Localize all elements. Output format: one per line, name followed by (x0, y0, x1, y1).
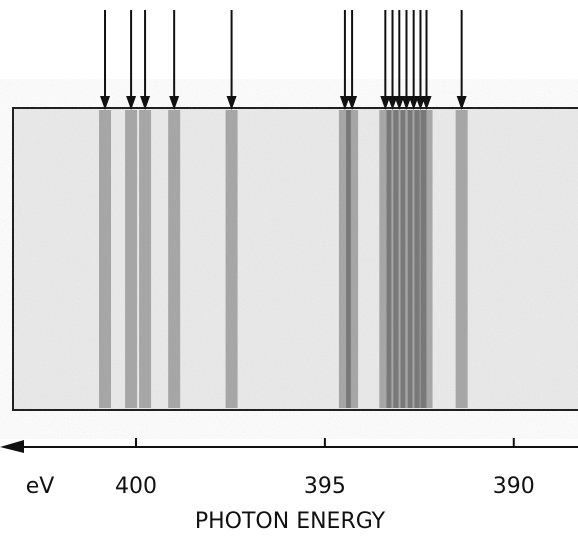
line-arrowhead (339, 96, 350, 110)
spectral-band (139, 110, 152, 408)
spectral-band (225, 110, 238, 408)
line-arrowhead (347, 96, 358, 110)
axis-arrowhead (0, 440, 24, 453)
x-tick-label: 395 (304, 474, 346, 499)
spectral-band (99, 110, 112, 408)
x-axis-label: PHOTON ENERGY (195, 509, 386, 534)
x-tick-label: 390 (493, 474, 535, 499)
bands (99, 110, 468, 408)
line-arrowhead (226, 96, 237, 110)
line-arrowhead (140, 96, 151, 110)
spectral-band (168, 110, 181, 408)
spectral-band (346, 110, 359, 408)
spectral-band (420, 110, 433, 408)
spectral-band (414, 110, 427, 408)
spectral-band (338, 110, 351, 408)
spectral-band (393, 110, 406, 408)
x-tick-label: 400 (115, 474, 157, 499)
line-arrowhead (456, 96, 467, 110)
spectral-band (386, 110, 399, 408)
spectral-band (400, 110, 413, 408)
line-arrowhead (169, 96, 180, 110)
line-arrowhead (387, 96, 398, 110)
unit-label: eV (26, 474, 55, 499)
line-arrowhead (380, 96, 391, 110)
spectral-band (455, 110, 468, 408)
line-arrowhead (100, 96, 111, 110)
spectral-band (379, 110, 392, 408)
spectral-band (407, 110, 420, 408)
line-arrowhead (126, 96, 137, 110)
line-arrowhead (401, 96, 412, 110)
plate-grain (14, 109, 578, 409)
line-arrowhead (408, 96, 419, 110)
line-arrowhead (394, 96, 405, 110)
line-arrowhead (421, 96, 432, 110)
spectral-band (125, 110, 138, 408)
